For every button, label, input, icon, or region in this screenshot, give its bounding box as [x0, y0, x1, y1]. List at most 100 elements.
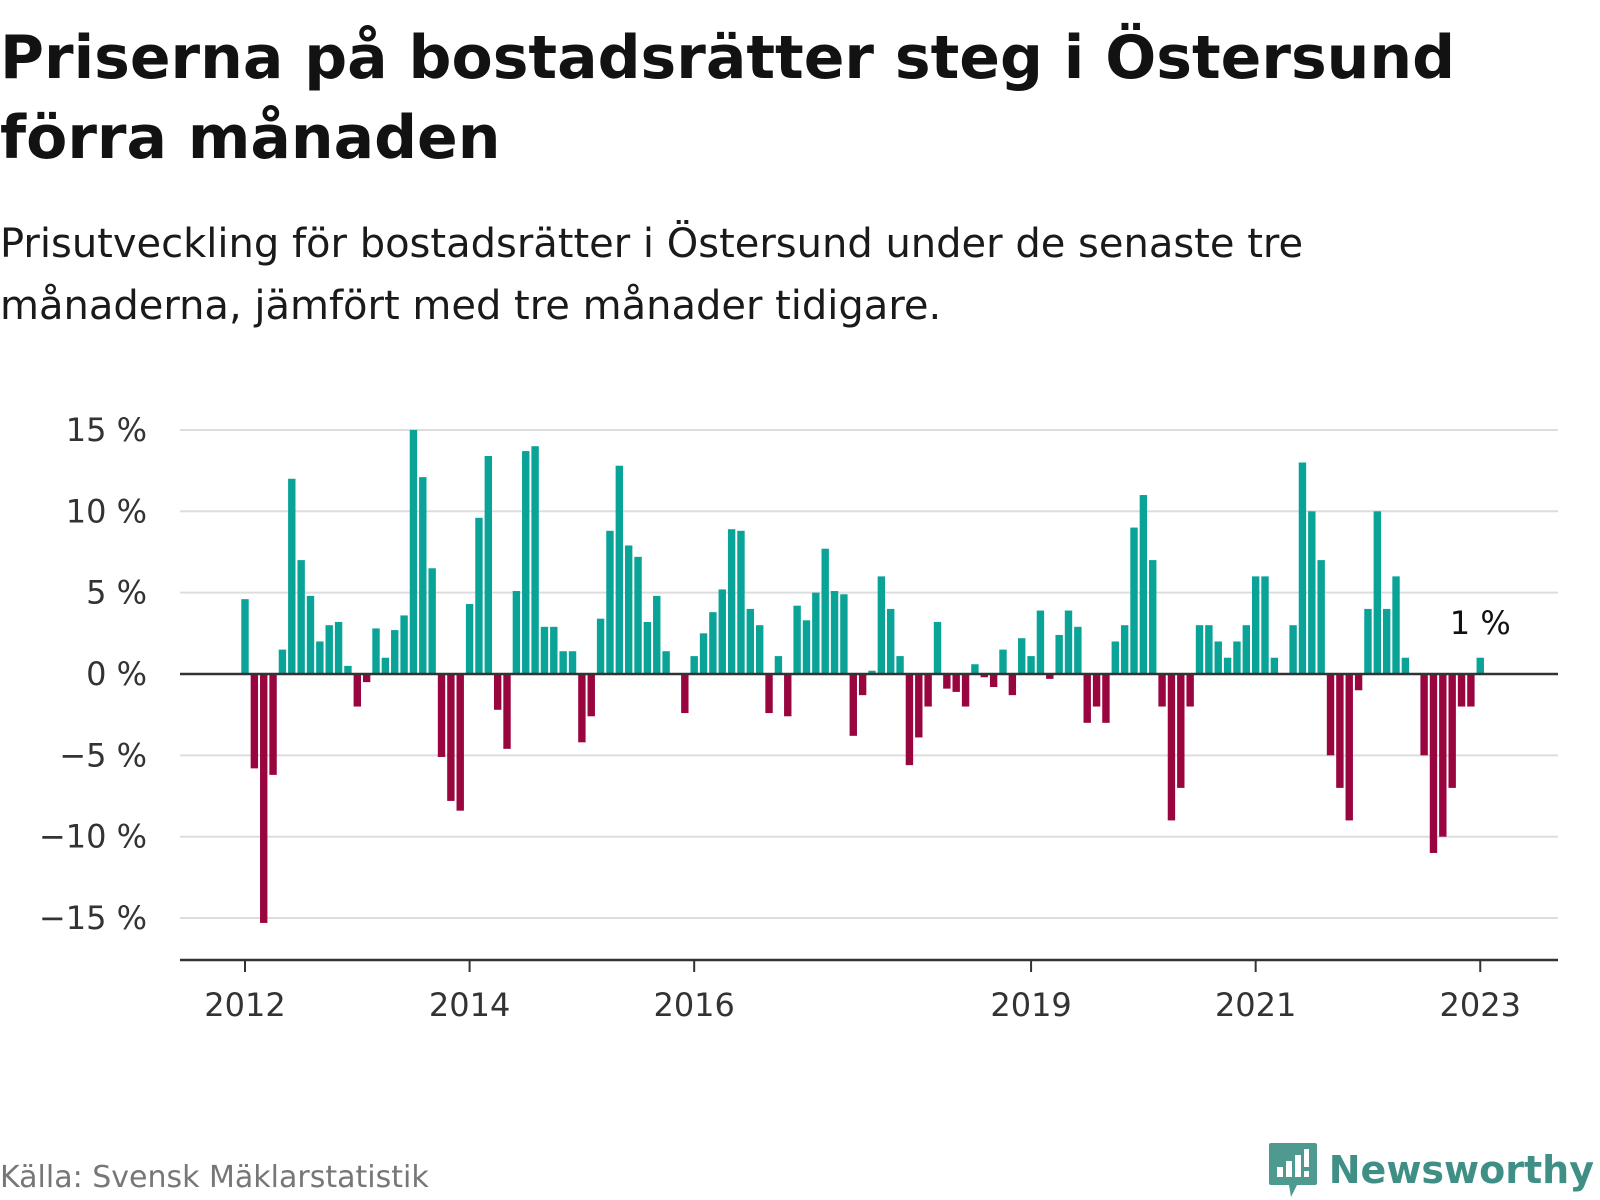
bar: [887, 608, 895, 674]
y-tick-label: 15 %: [66, 411, 147, 449]
bar: [1102, 674, 1110, 723]
bar: [1214, 641, 1222, 674]
bar: [1111, 641, 1119, 674]
bar: [1354, 674, 1363, 691]
bar: [1008, 674, 1017, 696]
y-tick-label: −15 %: [39, 899, 147, 937]
bar: [269, 674, 277, 775]
bar: [372, 628, 380, 674]
bar: [428, 568, 436, 674]
bar: [437, 674, 446, 757]
bar: [568, 651, 577, 674]
bar: [933, 621, 942, 674]
bar: [1064, 610, 1073, 674]
bar-chart: 15 %10 %5 %0 %−5 %−10 %−15 % 2012 2014 201…: [39, 411, 1558, 1024]
bar: [325, 625, 333, 674]
bar: [765, 674, 773, 714]
bar: [662, 651, 670, 674]
bar: [952, 674, 960, 692]
bar: [503, 674, 511, 749]
bar: [241, 599, 249, 674]
bar: [999, 649, 1007, 674]
bar: [615, 465, 624, 674]
bar: [419, 477, 427, 674]
bar: [1130, 527, 1138, 674]
bar: [1195, 625, 1204, 674]
y-tick-label: 0 %: [86, 655, 147, 693]
bar: [1382, 608, 1391, 674]
bar: [559, 651, 567, 674]
bar: [746, 608, 755, 674]
brand-name: Newsworthy: [1328, 1148, 1594, 1192]
bar: [1223, 657, 1232, 674]
bar: [849, 674, 857, 736]
bar: [1018, 638, 1026, 674]
bar: [943, 674, 951, 689]
bar: [905, 674, 914, 766]
bar: [531, 446, 539, 674]
bar: [493, 674, 502, 710]
bar: [924, 674, 932, 707]
bar: [1289, 625, 1297, 674]
y-tick-label: 10 %: [66, 492, 147, 530]
x-tick-label: 2023: [1440, 986, 1521, 1024]
bar: [1448, 674, 1456, 788]
y-tick-label: −5 %: [59, 736, 147, 774]
bar: [980, 674, 988, 678]
bar: [391, 630, 399, 674]
bar: [288, 478, 296, 674]
bar: [830, 591, 839, 674]
bar: [896, 656, 904, 674]
bar: [606, 530, 614, 674]
bar: [306, 595, 315, 674]
bar: [484, 455, 493, 674]
axes: [180, 672, 1558, 972]
bar: [971, 664, 979, 674]
x-axis-labels: 2012 2014 2016 2019 2021 2023: [204, 986, 1521, 1024]
bar: [690, 656, 698, 674]
bar: [1317, 560, 1325, 674]
bar: [381, 657, 390, 674]
bar: [1326, 674, 1335, 756]
bar: [718, 589, 726, 674]
bar: [802, 620, 811, 674]
newsworthy-logo-icon: [1268, 1143, 1317, 1197]
bar: [1083, 674, 1091, 723]
bar: [578, 674, 586, 743]
bar: [1392, 576, 1400, 674]
bar: [1429, 674, 1438, 853]
bar: [1167, 674, 1176, 821]
bar: [475, 517, 483, 674]
bar: [1373, 511, 1382, 674]
bar: [465, 604, 474, 674]
bar: [596, 618, 605, 674]
bar: [1177, 674, 1185, 788]
bar: [1074, 626, 1082, 674]
bar: [1120, 625, 1129, 674]
y-tick-label: −10 %: [39, 818, 147, 856]
source-note: Källa: Svensk Mäklarstatistik: [0, 1160, 429, 1195]
bar: [989, 674, 998, 688]
bar: [522, 451, 530, 674]
bar: [1420, 674, 1428, 756]
bar: [1467, 674, 1475, 707]
bar: [877, 576, 886, 674]
bar: [250, 674, 259, 769]
bar: [774, 656, 783, 674]
annotation-label: 1 %: [1450, 604, 1511, 642]
bar: [1036, 610, 1045, 674]
bar: [540, 626, 549, 674]
bar: [699, 633, 708, 674]
annotation: 1 %: [1450, 604, 1511, 642]
bar: [755, 625, 764, 674]
bar: [915, 674, 923, 738]
x-tick-label: 2021: [1215, 986, 1296, 1024]
bar: [1364, 608, 1372, 674]
bar: [1046, 674, 1054, 679]
bar: [868, 670, 876, 674]
bar: [727, 529, 736, 674]
bar: [447, 674, 455, 801]
bar: [1055, 634, 1063, 674]
bar: [821, 548, 829, 674]
bar: [1261, 576, 1269, 674]
